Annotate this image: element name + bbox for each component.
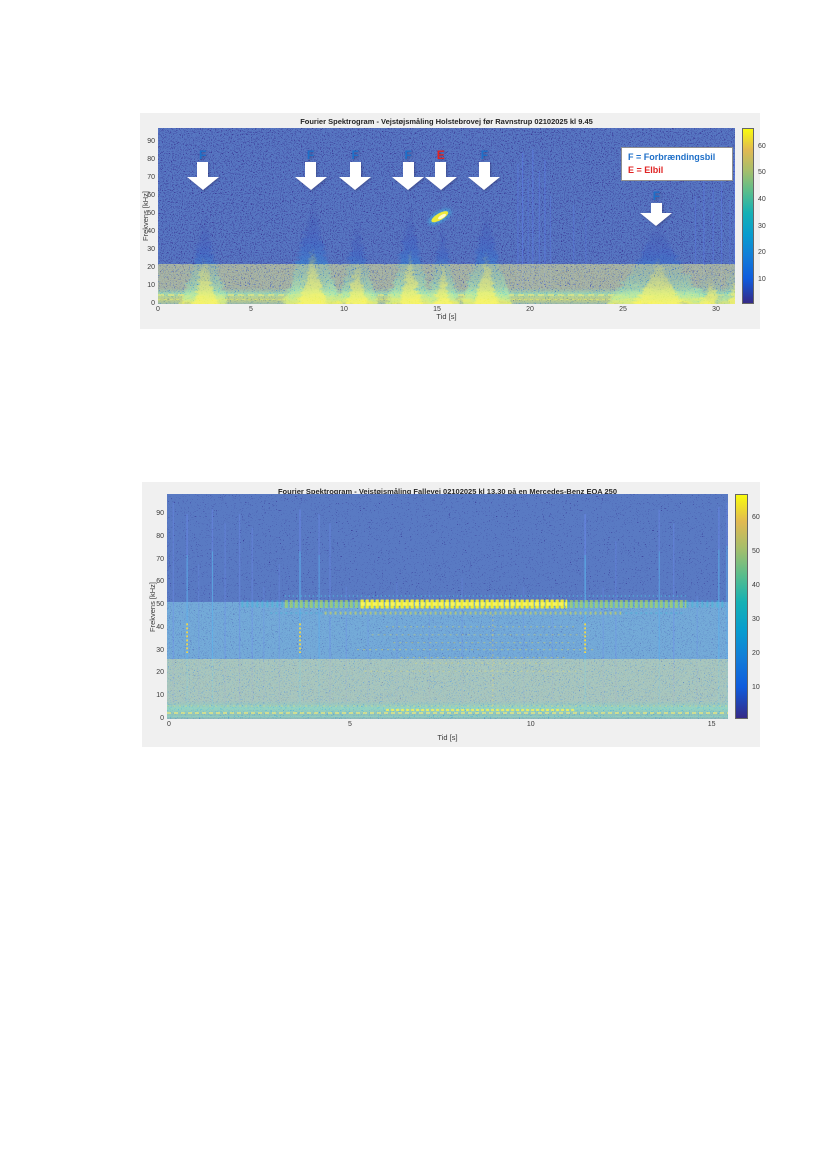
y-tick-label: 20 bbox=[156, 669, 164, 677]
colorbar-tick-label: 30 bbox=[752, 616, 760, 624]
colorbar-tick-label: 20 bbox=[752, 650, 760, 658]
colorbar-tick-label: 40 bbox=[752, 582, 760, 590]
x-tick-label: 20 bbox=[526, 306, 534, 313]
colorbar-ticks: 10 20 30 40 50 60 bbox=[758, 113, 778, 329]
y-tick-label: 50 bbox=[147, 210, 155, 217]
y-tick-label: 10 bbox=[147, 282, 155, 289]
x-axis-label: Tid [s] bbox=[436, 312, 457, 321]
y-tick-label: 60 bbox=[156, 578, 164, 586]
colorbar-tick-label: 50 bbox=[752, 547, 760, 555]
inverter-band-50khz bbox=[241, 595, 725, 615]
y-tick-label: 40 bbox=[147, 228, 155, 235]
colorbar-tick-label: 50 bbox=[758, 169, 766, 177]
figure-title: Fourier Spektrogram - Vejstøjsmåling Fal… bbox=[277, 487, 618, 496]
colorbar-tick-label: 10 bbox=[758, 276, 766, 283]
colorbar-ticks: 10 20 30 40 50 60 bbox=[752, 482, 772, 747]
y-tick-label: 50 bbox=[156, 601, 164, 609]
y-tick-label: 0 bbox=[151, 300, 155, 307]
x-tick-label: 5 bbox=[347, 721, 352, 728]
colorbar bbox=[735, 494, 748, 719]
x-tick-label: 10 bbox=[526, 721, 535, 728]
colorbar-tick-label: 60 bbox=[758, 142, 766, 150]
y-tick-label: 70 bbox=[156, 555, 164, 563]
y-tick-label: 60 bbox=[147, 192, 155, 199]
y-tick-label: 90 bbox=[147, 138, 155, 145]
figure-title: Fourier Spektrogram - Vejstøjsmåling Hol… bbox=[300, 117, 593, 126]
x-tick-label: 30 bbox=[712, 306, 720, 313]
y-tick-label: 10 bbox=[156, 692, 164, 700]
x-tick-label: 15 bbox=[433, 306, 441, 313]
x-tick-label: 25 bbox=[619, 306, 627, 313]
y-tick-label: 80 bbox=[147, 156, 155, 163]
colorbar-tick-label: 60 bbox=[752, 513, 760, 521]
colorbar bbox=[742, 128, 754, 304]
x-tick-label: 0 bbox=[156, 306, 160, 313]
colorbar-tick-label: 20 bbox=[758, 249, 766, 257]
y-tick-label: 30 bbox=[147, 246, 155, 253]
y-tick-label: 80 bbox=[156, 532, 164, 540]
spectrogram-plot-area bbox=[167, 494, 728, 719]
ev-chirp-blob bbox=[428, 208, 452, 225]
x-tick-label: 15 bbox=[707, 721, 716, 728]
y-tick-label: 90 bbox=[156, 510, 164, 518]
colorbar-tick-label: 10 bbox=[752, 684, 760, 692]
spectrogram-canvas bbox=[167, 494, 728, 719]
x-tick-label: 0 bbox=[167, 721, 171, 728]
x-tick-label: 5 bbox=[249, 306, 253, 313]
y-tick-label: 0 bbox=[160, 715, 164, 722]
y-axis-ticks: 0 10 20 30 40 50 60 70 80 90 bbox=[140, 113, 155, 329]
x-axis-label: Tid [s] bbox=[437, 733, 458, 742]
colorbar-tick-label: 40 bbox=[758, 196, 766, 203]
legend-item-forbraendingsbil: F = Forbrændingsbil bbox=[628, 152, 716, 162]
legend-box: F = Forbrændingsbil E = Elbil bbox=[621, 147, 733, 181]
y-tick-label: 20 bbox=[147, 264, 155, 271]
spectrogram-figure-fallevej-eqa250: Fourier Spektrogram - Vejstøjsmåling Fal… bbox=[142, 482, 760, 747]
colorbar-tick-label: 30 bbox=[758, 222, 766, 230]
y-tick-label: 30 bbox=[156, 646, 164, 654]
y-tick-label: 70 bbox=[147, 174, 155, 181]
x-tick-label: 10 bbox=[340, 306, 348, 313]
spectrogram-figure-holstebrovej: Fourier Spektrogram - Vejstøjsmåling Hol… bbox=[140, 113, 766, 329]
y-axis-ticks: 0 10 20 30 40 50 60 70 80 90 bbox=[142, 482, 164, 747]
y-tick-label: 40 bbox=[156, 623, 164, 631]
legend-item-elbil: E = Elbil bbox=[628, 165, 664, 175]
